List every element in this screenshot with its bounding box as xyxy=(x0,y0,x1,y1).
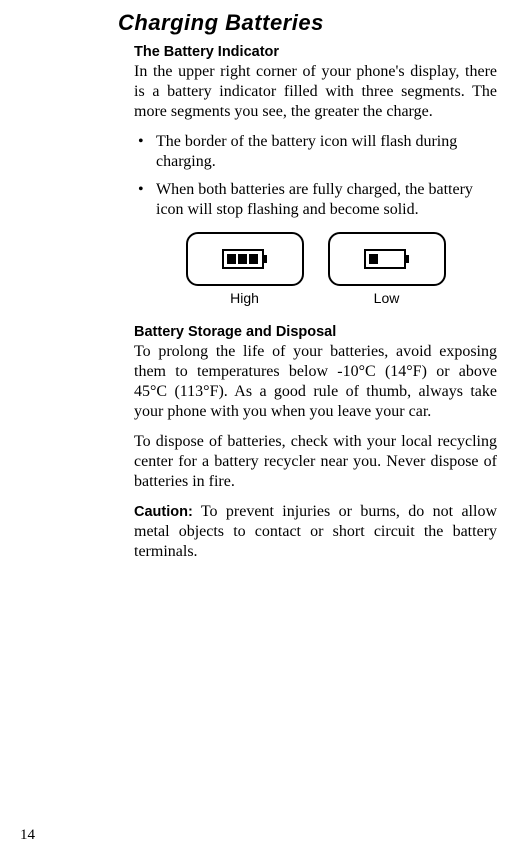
battery-low-label: Low xyxy=(374,290,400,306)
subhead-battery-indicator: The Battery Indicator xyxy=(134,44,497,60)
para-storage: To prolong the life of your batteries, a… xyxy=(134,342,497,422)
content-area: The Battery Indicator In the upper right… xyxy=(134,44,497,562)
battery-high-col: High xyxy=(186,232,304,306)
bullet-list: The border of the battery icon will flas… xyxy=(134,132,497,220)
battery-high-card xyxy=(186,232,304,286)
caution-label: Caution: xyxy=(134,504,193,520)
battery-high-icon xyxy=(222,249,268,269)
battery-low-col: Low xyxy=(328,232,446,306)
page-number: 14 xyxy=(20,827,35,844)
battery-low-card xyxy=(328,232,446,286)
battery-high-label: High xyxy=(230,290,259,306)
battery-diagram-row: High Low xyxy=(134,232,497,306)
para-caution: Caution: To prevent injuries or burns, d… xyxy=(134,502,497,562)
bullet-item: The border of the battery icon will flas… xyxy=(134,132,497,172)
page-title: Charging Batteries xyxy=(118,10,529,36)
subhead-storage-disposal: Battery Storage and Disposal xyxy=(134,324,497,340)
bullet-item: When both batteries are fully charged, t… xyxy=(134,180,497,220)
para-battery-indicator: In the upper right corner of your phone'… xyxy=(134,62,497,122)
para-disposal: To dispose of batteries, check with your… xyxy=(134,432,497,492)
battery-low-icon xyxy=(364,249,410,269)
